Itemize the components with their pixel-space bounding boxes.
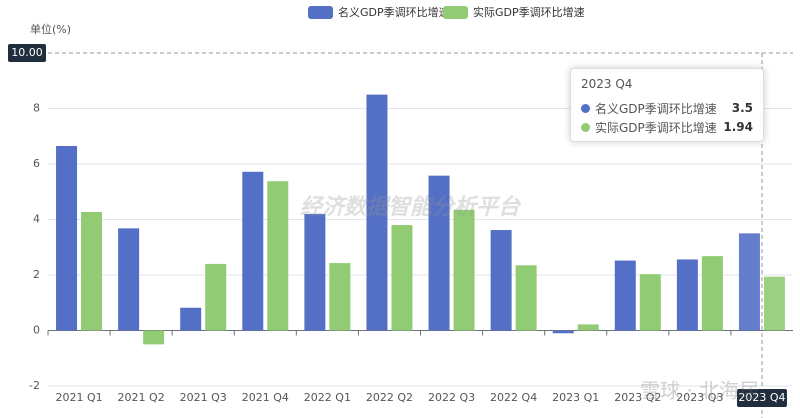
legend-swatch	[308, 6, 333, 19]
bar	[676, 259, 698, 331]
bar	[515, 265, 537, 331]
watermark: 雪球 · 北海居	[640, 379, 759, 403]
bar	[118, 228, 140, 331]
legend-label: 名义GDP季调环比增速	[338, 5, 450, 19]
axis-pointer-label: 10.00	[11, 46, 43, 59]
x-tick-label: 2022 Q3	[428, 391, 475, 404]
x-tick-label: 2021 Q4	[242, 391, 289, 404]
x-tick-label: 2021 Q1	[55, 391, 102, 404]
tooltip-title: 2023 Q4	[581, 77, 633, 91]
y-tick-label: 8	[33, 102, 40, 115]
x-pointer-box	[736, 389, 787, 407]
bar	[56, 145, 78, 331]
bar	[267, 181, 289, 331]
tooltip-value: 1.94	[723, 120, 753, 134]
x-tick-label: 2022 Q4	[490, 391, 537, 404]
bar	[366, 94, 388, 331]
bar	[614, 260, 636, 331]
y-tick-label: 4	[33, 213, 40, 226]
y-tick-label: 2	[33, 268, 40, 281]
bar	[453, 209, 475, 331]
tooltip: 2023 Q4 名义GDP季调环比增速 3.5 实际GDP季调环比增速 1.94	[570, 68, 764, 142]
legend-swatch	[443, 6, 468, 19]
y-tick-label: 6	[33, 157, 40, 170]
bar	[639, 274, 661, 331]
tooltip-row: 名义GDP季调环比增速 3.5	[581, 99, 753, 117]
y-tick-label: -2	[29, 379, 40, 392]
x-tick-label: 2023 Q4	[738, 391, 785, 404]
x-tick-label: 2023 Q3	[676, 391, 723, 404]
x-tick-label: 2021 Q2	[118, 391, 165, 404]
tooltip-dot	[581, 103, 590, 113]
bar	[763, 276, 785, 331]
bar	[738, 233, 760, 331]
bar	[391, 225, 413, 331]
x-tick-label: 2023 Q1	[552, 391, 599, 404]
axis-pointer-box	[8, 44, 46, 62]
watermark: 经济数据智能分析平台	[300, 194, 522, 220]
bar	[242, 171, 264, 331]
tooltip-row: 实际GDP季调环比增速 1.94	[581, 118, 753, 136]
tooltip-dot	[581, 122, 590, 132]
x-tick-label: 2023 Q2	[614, 391, 661, 404]
x-tick-label: 2021 Q3	[180, 391, 227, 404]
bar	[205, 263, 227, 331]
legend-label: 实际GDP季调环比增速	[473, 5, 585, 19]
bar	[304, 213, 326, 331]
bar	[428, 175, 450, 331]
bar	[490, 230, 512, 331]
bar	[143, 330, 165, 345]
x-tick-label: 2022 Q2	[366, 391, 413, 404]
bar	[552, 330, 574, 334]
bar	[701, 256, 723, 331]
tooltip-value: 3.5	[731, 101, 753, 115]
tooltip-name: 名义GDP季调环比增速	[595, 101, 717, 116]
y-tick-label: 0	[33, 324, 40, 337]
tooltip-name: 实际GDP季调环比增速	[595, 120, 717, 135]
x-tick-label: 2022 Q1	[304, 391, 351, 404]
bar	[329, 263, 351, 331]
unit-label: 单位(%)	[30, 22, 71, 36]
bar	[81, 212, 103, 331]
bar	[180, 307, 202, 331]
bar	[577, 324, 599, 331]
